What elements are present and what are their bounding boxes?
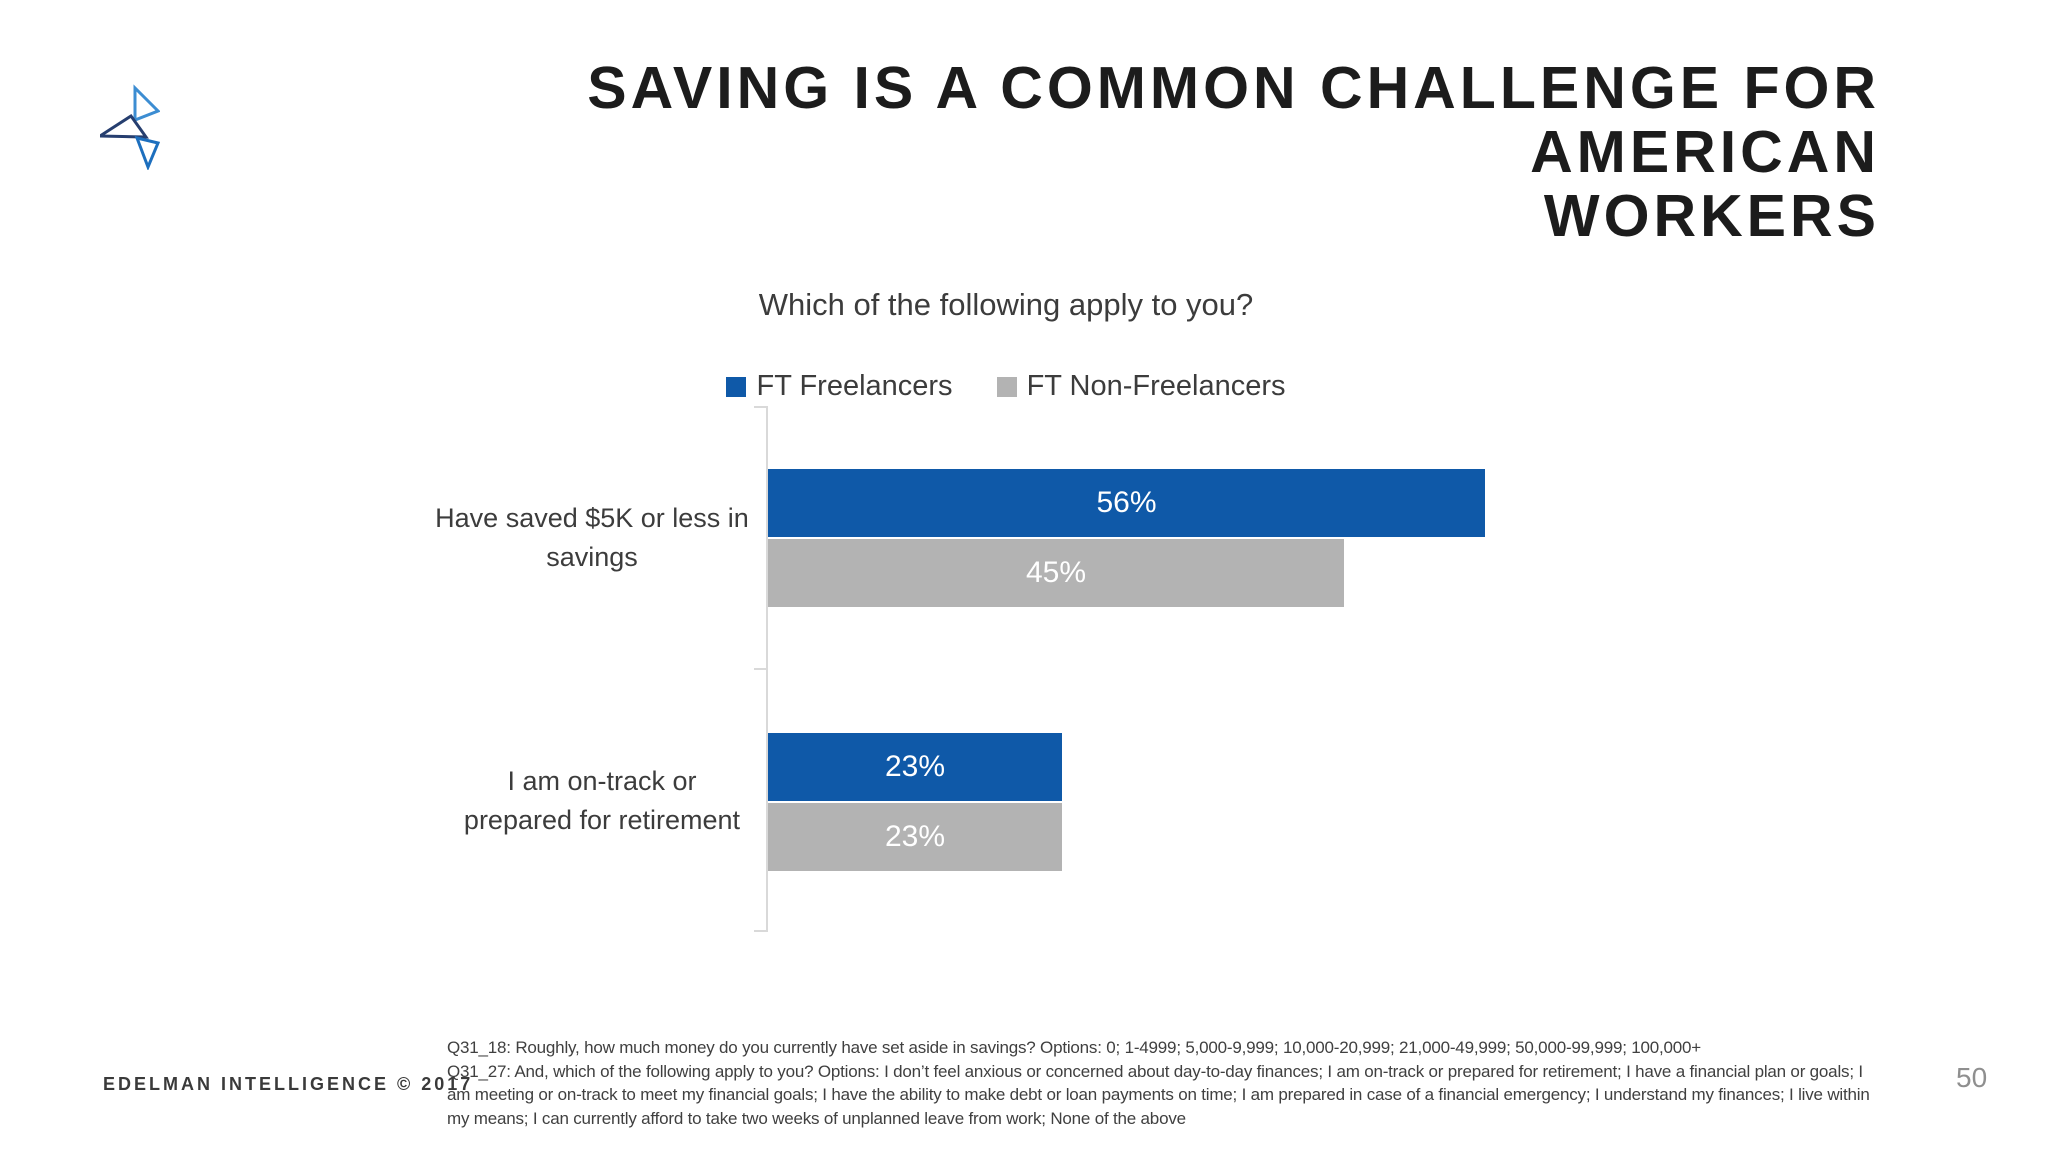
bar-value-label: 23% xyxy=(884,820,946,853)
category-label-retirement: I am on-track or prepared for retirement xyxy=(392,762,812,840)
bar-value-label: 45% xyxy=(1025,556,1087,589)
axis-tick xyxy=(754,668,768,670)
logo-triangle-left xyxy=(100,113,149,139)
footer-credit: EDELMAN INTELLIGENCE © 2017 xyxy=(103,1074,474,1094)
page-title-line-2: WORKERS xyxy=(1543,183,1880,249)
bar-ft-freelancers-savings: 56% xyxy=(768,469,1485,537)
footnote-line: am meeting or on-track to meet my financ… xyxy=(447,1085,1870,1104)
category-label-savings: Have saved $5K or less in savings xyxy=(382,499,802,577)
category-label-line: Have saved $5K or less in xyxy=(435,503,749,533)
category-label-line: I am on-track or xyxy=(507,766,697,796)
page-title: SAVING IS A COMMON CHALLENGE FOR AMERICA… xyxy=(230,56,1880,248)
legend-item-ft-non-freelancers: FT Non-Freelancers xyxy=(996,370,1286,403)
legend-item-ft-freelancers: FT Freelancers xyxy=(726,370,953,403)
category-label-line: prepared for retirement xyxy=(463,805,741,835)
survey-footnote: Q31_18: Roughly, how much money do you c… xyxy=(447,1036,2007,1130)
bar-ft-non-freelancers-retirement: 23% xyxy=(768,803,1062,871)
logo-triangle-bottom xyxy=(134,135,160,170)
footnote-line: my means; I can currently afford to take… xyxy=(447,1108,1186,1128)
logo-triangle-top xyxy=(133,84,160,123)
legend-swatch-freelancers xyxy=(726,376,747,397)
chart-legend: FT Freelancers FT Non-Freelancers xyxy=(506,370,1506,403)
axis-tick xyxy=(754,406,768,408)
bar-value-label: 56% xyxy=(1096,486,1157,519)
chart-title: Which of the following apply to you? xyxy=(758,287,1254,322)
bar-ft-freelancers-retirement: 23% xyxy=(768,733,1062,801)
page-title-line-1: SAVING IS A COMMON CHALLENGE FOR AMERICA… xyxy=(587,55,1880,185)
legend-label-freelancers: FT Freelancers xyxy=(756,370,953,402)
footnote-line: Q31_27: And, which of the following appl… xyxy=(447,1061,1863,1081)
legend-swatch-non-freelancers xyxy=(996,376,1017,397)
page-number: 50 xyxy=(1956,1062,1988,1093)
axis-tick xyxy=(754,930,768,932)
bar-value-label: 23% xyxy=(884,750,946,783)
footnote-line: Q31_18: Roughly, how much money do you c… xyxy=(447,1038,1702,1057)
edelman-pinwheel-logo-icon xyxy=(100,84,160,170)
legend-label-non-freelancers: FT Non-Freelancers xyxy=(1026,370,1286,402)
bar-ft-non-freelancers-savings: 45% xyxy=(768,539,1344,607)
category-label-line: savings xyxy=(546,542,638,572)
